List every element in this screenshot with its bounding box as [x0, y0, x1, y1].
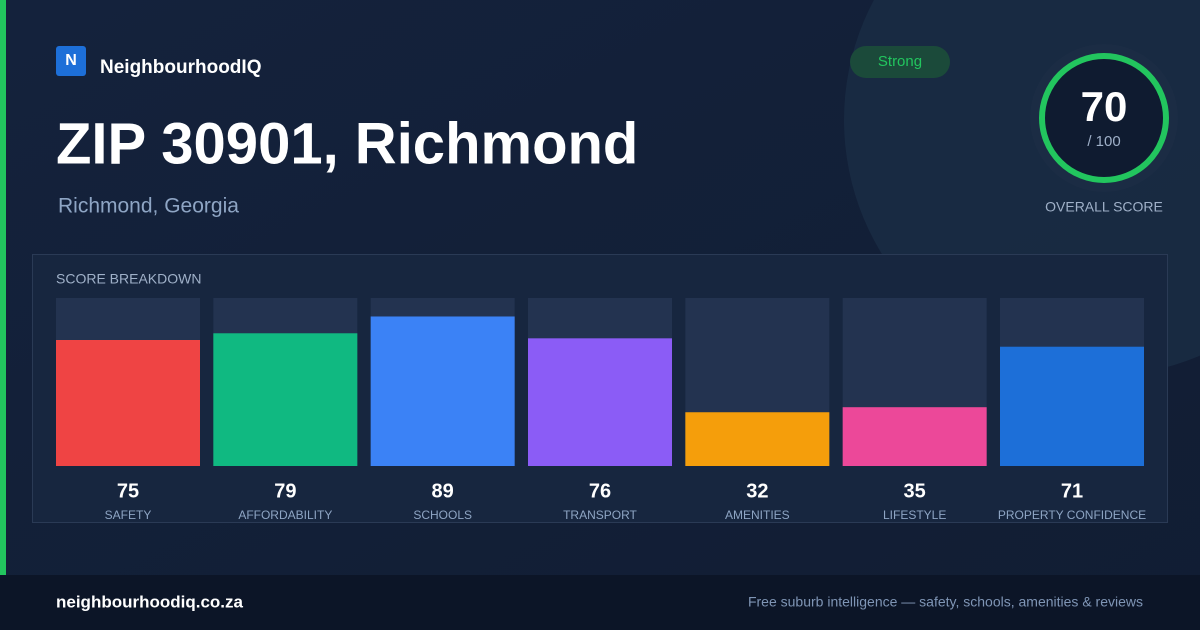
bar-value: 76 — [589, 480, 611, 502]
bar-label: SCHOOLS — [413, 508, 472, 522]
bar — [370, 316, 515, 466]
bar-value: 71 — [1061, 480, 1083, 502]
footer-bar — [0, 575, 1200, 630]
bar-value: 75 — [117, 480, 139, 502]
bar — [213, 333, 358, 466]
gauge-ring — [1039, 53, 1169, 183]
bar-label: LIFESTYLE — [883, 508, 946, 522]
bar-value: 89 — [432, 480, 454, 502]
bar-label: SAFETY — [105, 508, 152, 522]
badge — [850, 46, 950, 78]
bar-label: AMENITIES — [725, 508, 790, 522]
bar-label: AFFORDABILITY — [238, 508, 332, 522]
bar-label: PROPERTY CONFIDENCE — [998, 508, 1146, 522]
bar — [685, 412, 830, 466]
footer-site: neighbourhoodiq.co.za — [56, 592, 244, 611]
logo-box — [56, 46, 86, 76]
overall-label: OVERALL SCORE — [1045, 199, 1163, 215]
footer-tagline: Free suburb intelligence — safety, schoo… — [748, 594, 1143, 610]
logo-letter: N — [65, 52, 77, 69]
brand-name: NeighbourhoodIQ — [100, 57, 261, 78]
bar — [56, 340, 200, 466]
overall-max: / 100 — [1087, 133, 1120, 150]
title: ZIP 30901, Richmond — [56, 111, 638, 176]
bar — [1000, 346, 1144, 466]
overall-score: 70 — [1081, 83, 1128, 130]
bar — [528, 338, 672, 466]
bar-value: 35 — [904, 480, 926, 502]
subtitle: Richmond, Georgia — [58, 195, 239, 218]
bar — [842, 407, 987, 466]
accent-stripe — [0, 0, 6, 575]
breakdown-title: SCORE BREAKDOWN — [56, 271, 201, 287]
bar-value: 32 — [746, 480, 768, 502]
bar-value: 79 — [274, 480, 296, 502]
bar-label: TRANSPORT — [563, 508, 637, 522]
badge-text: Strong — [878, 53, 922, 70]
